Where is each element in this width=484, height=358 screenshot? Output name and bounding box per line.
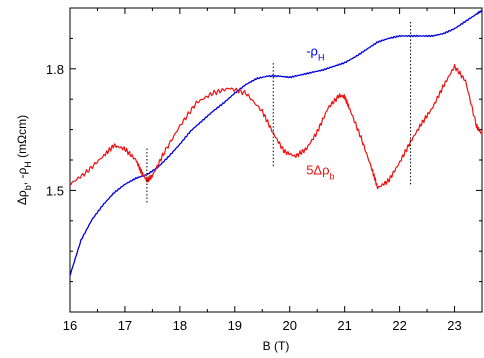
y-axis-title-part: , -ρ (15, 168, 29, 186)
y-tick-label: 1.5 (46, 183, 64, 198)
series-label-subscript: b (330, 172, 335, 182)
plot-area-border (69, 7, 483, 313)
series-label-rho-h: -ρH (306, 43, 324, 62)
x-tick-label: 16 (63, 318, 77, 333)
y-tick-label: 1.8 (46, 62, 64, 77)
y-axis-title: Δρb, -ρH (mΩcm) (15, 115, 33, 205)
series-label-subscript: H (318, 52, 325, 62)
series-labels: -ρH 5Δρb (306, 43, 334, 181)
x-tick-label: 22 (392, 318, 406, 333)
y-axis-title-subscript: H (23, 161, 33, 168)
series-line-delta-rho-b (69, 63, 483, 190)
x-tick-label: 19 (228, 318, 242, 333)
series-label-part: -ρ (306, 43, 318, 58)
plot-frame (69, 7, 483, 313)
series-label-part: 5Δρ (306, 163, 329, 178)
series-line-rho-h (69, 9, 483, 276)
axis-ticks: 16 17 18 19 20 21 22 23 1.5 1.8 (46, 7, 482, 333)
x-tick-label: 17 (118, 318, 132, 333)
series-label-delta-rho-b: 5Δρb (306, 163, 334, 182)
y-axis-title-part: (mΩcm) (15, 115, 29, 161)
y-axis-title-subscript: b (23, 185, 33, 190)
plot-marks (69, 9, 483, 276)
y-axis-title-part: Δρ (15, 190, 29, 205)
x-tick-label: 21 (337, 318, 351, 333)
x-tick-label: 18 (173, 318, 187, 333)
x-tick-label: 20 (282, 318, 296, 333)
x-tick-label: 23 (447, 318, 461, 333)
x-axis-title: B (T) (263, 339, 290, 353)
axis-labels: B (T) Δρb, -ρH (mΩcm) (15, 115, 289, 353)
